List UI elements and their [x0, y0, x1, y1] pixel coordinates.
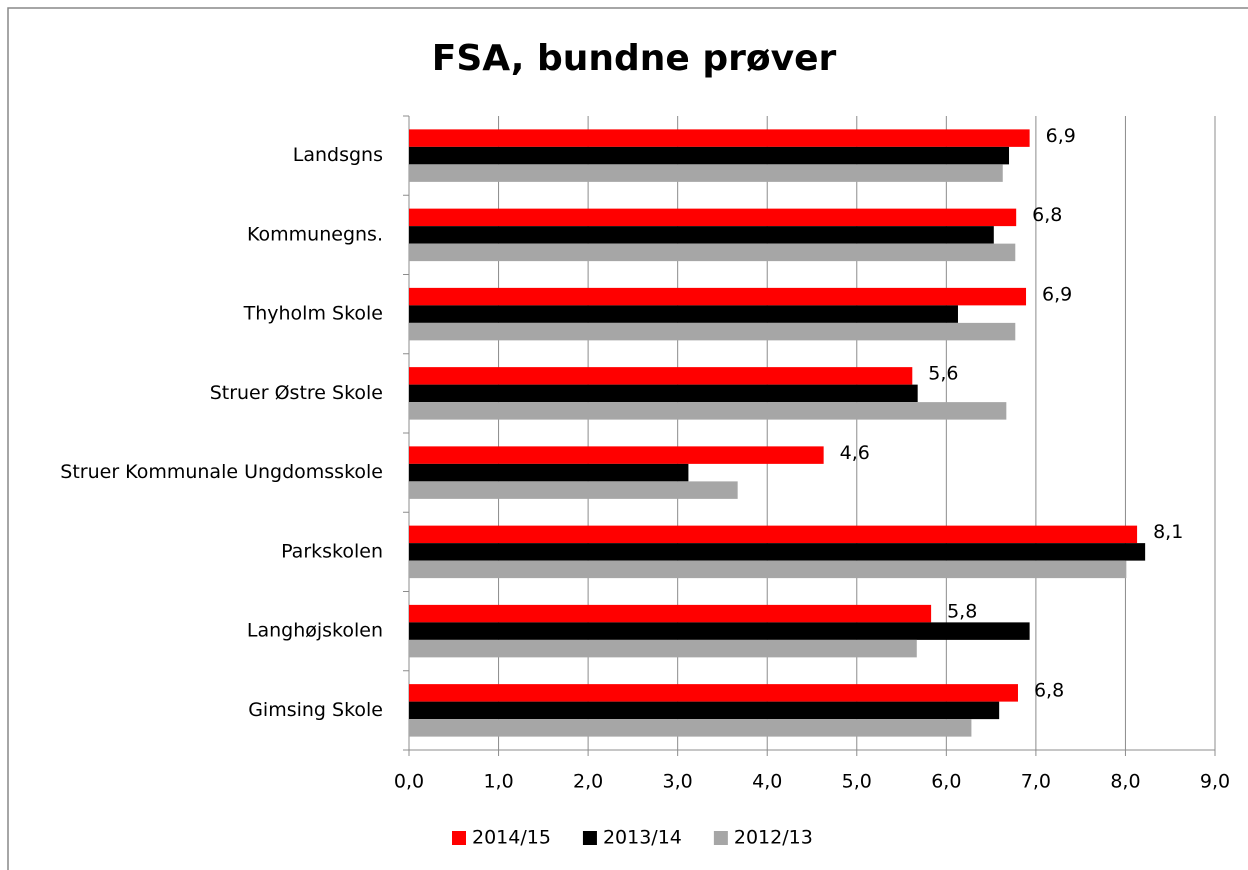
legend-label: 2014/15 [472, 827, 551, 849]
bar [409, 560, 1127, 579]
y-tick-label: Struer Østre Skole [210, 382, 383, 404]
legend-swatch [713, 831, 728, 845]
bar [409, 305, 958, 323]
x-tick-label: 3,0 [663, 771, 693, 793]
bar [409, 146, 1010, 165]
x-tick-label: 4,0 [752, 771, 782, 793]
y-tick-label: Langhøjskolen [247, 620, 383, 642]
bar [409, 164, 1003, 182]
legend-swatch [582, 831, 597, 845]
x-tick-label: 8,0 [1110, 771, 1140, 793]
data-label: 6,9 [1042, 283, 1072, 305]
x-tick-label: 6,0 [931, 771, 961, 793]
y-tick-label: Thyholm Skole [243, 303, 383, 325]
chart-title: FSA, bundne prøver [432, 38, 837, 79]
bar [409, 481, 738, 499]
bar [409, 129, 1030, 147]
bar [409, 701, 1000, 720]
legend-label: 2012/13 [734, 827, 813, 849]
legend-label: 2013/14 [603, 827, 682, 849]
bar [409, 208, 1017, 227]
x-tick-label: 9,0 [1200, 771, 1230, 793]
data-label: 6,9 [1046, 125, 1076, 147]
bar [409, 639, 917, 658]
data-label: 6,8 [1032, 204, 1062, 226]
data-label: 5,6 [928, 363, 958, 385]
bar [409, 243, 1016, 262]
y-tick-label: Landsgns [293, 144, 383, 166]
bar [409, 446, 824, 464]
bar [409, 684, 1018, 702]
data-label: 6,8 [1034, 680, 1064, 702]
x-tick-label: 7,0 [1021, 771, 1051, 793]
data-label: 5,8 [947, 600, 977, 622]
bar [409, 226, 994, 244]
bar [409, 525, 1138, 544]
bar [409, 287, 1027, 306]
y-tick-label: Parkskolen [281, 540, 383, 562]
y-tick-label: Gimsing Skole [248, 699, 383, 721]
y-tick-label: Kommunegns. [247, 223, 383, 245]
bar [409, 402, 1007, 420]
x-tick-label: 0,0 [394, 771, 424, 793]
legend-swatch [452, 831, 466, 845]
bar [409, 384, 918, 403]
data-label: 4,6 [840, 442, 870, 464]
x-tick-label: 2,0 [573, 771, 603, 793]
bar [409, 367, 913, 385]
bar [409, 719, 972, 737]
bar [409, 463, 689, 482]
data-label: 8,1 [1153, 521, 1183, 543]
x-tick-label: 1,0 [483, 771, 513, 793]
y-tick-label: Struer Kommunale Ungdomsskole [60, 461, 383, 483]
bar [409, 604, 932, 623]
bar [409, 543, 1146, 561]
x-tick-label: 5,0 [842, 771, 872, 793]
bar [409, 622, 1030, 640]
bar [409, 322, 1016, 341]
